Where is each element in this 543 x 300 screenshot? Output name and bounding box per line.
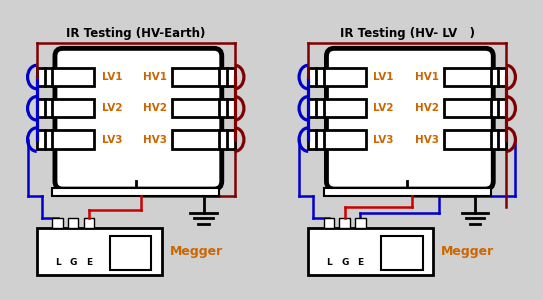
Text: E: E	[86, 258, 92, 267]
Bar	[381, 236, 423, 270]
FancyBboxPatch shape	[55, 48, 222, 189]
Bar	[37, 99, 94, 117]
Text: LV2: LV2	[102, 103, 122, 113]
Bar	[172, 68, 235, 86]
Text: HV3: HV3	[414, 135, 439, 145]
Text: L: L	[326, 258, 332, 267]
Text: HV1: HV1	[414, 72, 439, 82]
Text: LV1: LV1	[374, 72, 394, 82]
Text: HV2: HV2	[143, 103, 167, 113]
Bar	[52, 218, 63, 228]
Bar	[324, 218, 334, 228]
Text: G: G	[70, 258, 77, 267]
Bar	[172, 99, 235, 117]
Bar	[324, 188, 491, 196]
Text: HV3: HV3	[143, 135, 167, 145]
Text: E: E	[357, 258, 363, 267]
Text: G: G	[341, 258, 349, 267]
Bar	[444, 130, 506, 149]
Bar	[37, 68, 94, 86]
Text: LV1: LV1	[102, 72, 122, 82]
Text: L: L	[55, 258, 60, 267]
Bar	[308, 68, 365, 86]
Text: IR Testing (HV-Earth): IR Testing (HV-Earth)	[66, 28, 205, 40]
Bar	[444, 68, 506, 86]
Text: Megger: Megger	[441, 245, 494, 258]
Bar	[339, 218, 350, 228]
Bar	[84, 218, 94, 228]
Bar	[308, 228, 433, 275]
FancyBboxPatch shape	[326, 48, 493, 189]
Bar	[52, 188, 219, 196]
Bar	[355, 218, 365, 228]
Bar	[308, 130, 365, 149]
Bar	[37, 228, 162, 275]
Text: LV2: LV2	[374, 103, 394, 113]
Text: Megger: Megger	[169, 245, 223, 258]
Text: LV3: LV3	[374, 135, 394, 145]
Bar	[68, 218, 78, 228]
Text: IR Testing (HV- LV   ): IR Testing (HV- LV )	[340, 28, 475, 40]
Text: HV2: HV2	[414, 103, 439, 113]
Bar	[308, 99, 365, 117]
Bar	[110, 236, 151, 270]
Bar	[172, 130, 235, 149]
Bar	[444, 99, 506, 117]
Text: HV1: HV1	[143, 72, 167, 82]
Text: LV3: LV3	[102, 135, 122, 145]
Bar	[37, 130, 94, 149]
